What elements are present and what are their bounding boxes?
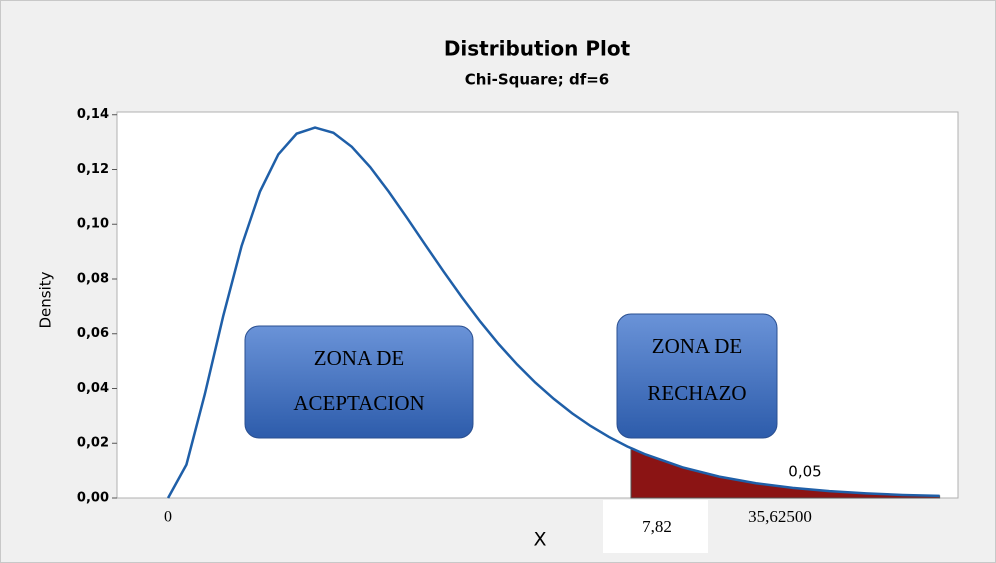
y-tick-label: 0,10 bbox=[77, 217, 109, 232]
y-tick-label: 0,00 bbox=[77, 491, 109, 506]
tail-area-label: 0,05 bbox=[788, 463, 821, 481]
y-axis-label: Density bbox=[37, 271, 55, 328]
y-tick-label: 0,02 bbox=[77, 436, 109, 451]
accept-zone-text: ACEPTACION bbox=[293, 391, 424, 415]
y-tick-label: 0,12 bbox=[77, 162, 109, 177]
x-axis-label: X bbox=[533, 529, 546, 551]
critical-label: 7,82 bbox=[642, 517, 672, 536]
reject-zone-text: ZONA DE bbox=[652, 334, 742, 358]
chart-title: Distribution Plot bbox=[444, 37, 631, 61]
chart-subtitle: Chi-Square; df=6 bbox=[465, 71, 609, 89]
y-tick-label: 0,14 bbox=[77, 107, 109, 122]
plot-area bbox=[116, 111, 959, 499]
origin-label: 0 bbox=[164, 509, 172, 526]
reject-zone-text: RECHAZO bbox=[647, 381, 746, 405]
y-tick-label: 0,08 bbox=[77, 271, 109, 286]
label-box bbox=[603, 500, 708, 553]
y-tick-label: 0,06 bbox=[77, 326, 109, 341]
reject-zone-box bbox=[616, 313, 778, 439]
accept-zone-box bbox=[244, 325, 474, 439]
density-curve bbox=[166, 126, 940, 499]
accept-zone-text: ZONA DE bbox=[314, 346, 404, 370]
y-tick-label: 0,04 bbox=[77, 381, 109, 396]
upper-label: 35,62500 bbox=[748, 507, 812, 526]
